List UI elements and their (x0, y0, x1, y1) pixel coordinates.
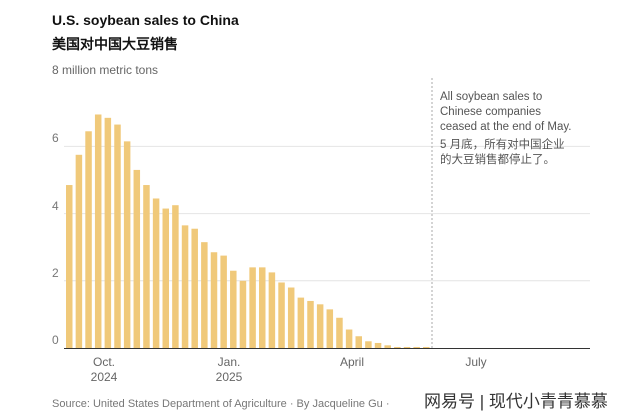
annotation: All soybean sales to Chinese companies c… (440, 91, 572, 166)
bar (365, 341, 372, 348)
bar (394, 346, 401, 348)
bar (143, 185, 150, 348)
y-axis-label: 8 million metric tons (52, 63, 159, 77)
bar (423, 346, 430, 348)
bar (75, 154, 83, 348)
bar (297, 297, 305, 348)
x-tick: July (465, 355, 487, 369)
bar (259, 267, 266, 348)
bar (336, 317, 343, 348)
bar (181, 225, 189, 348)
bar (316, 304, 324, 348)
y-tick: 6 (52, 131, 59, 145)
bar (133, 169, 141, 348)
bar (114, 124, 121, 348)
bar (230, 270, 237, 348)
bar (123, 141, 131, 348)
y-tick: 4 (52, 199, 59, 213)
bar (326, 309, 334, 348)
bar (384, 345, 391, 348)
bar (374, 342, 382, 348)
chart-subtitle: 美国对中国大豆销售 (52, 36, 178, 52)
y-tick: 0 (52, 333, 59, 347)
x-tick: April (339, 355, 364, 369)
watermark: 网易号 | 现代小青青慕慕 (424, 392, 608, 411)
bar (413, 346, 420, 348)
bar (66, 185, 73, 348)
bar (403, 346, 411, 348)
bar (345, 329, 353, 348)
bar (104, 117, 112, 348)
bar (201, 242, 208, 348)
bar (249, 267, 256, 348)
bar (239, 280, 247, 348)
bar (268, 272, 276, 348)
bar (287, 287, 295, 348)
y-tick: 2 (52, 266, 59, 280)
chart-title: U.S. soybean sales to China (52, 12, 239, 28)
bar (162, 208, 169, 348)
source-note: Source: United States Department of Agri… (52, 398, 390, 410)
bar (307, 300, 314, 348)
x-tick: Jan. 2025 (215, 355, 243, 384)
bar (355, 336, 362, 348)
bar (152, 198, 160, 348)
bar (85, 131, 92, 348)
bar (172, 205, 179, 348)
bar (210, 252, 218, 348)
bar (220, 255, 227, 348)
bar (278, 282, 285, 348)
bar (191, 228, 198, 348)
x-tick: Oct. 2024 (90, 355, 118, 384)
bar (94, 114, 102, 348)
